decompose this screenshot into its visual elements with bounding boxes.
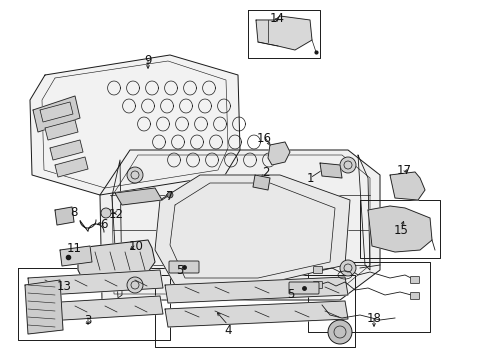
Polygon shape: [28, 270, 163, 296]
Circle shape: [339, 260, 355, 276]
Circle shape: [127, 277, 142, 293]
Polygon shape: [60, 246, 92, 266]
Circle shape: [101, 208, 111, 218]
Text: 14: 14: [269, 12, 284, 24]
Circle shape: [327, 320, 351, 344]
Polygon shape: [100, 150, 379, 300]
Polygon shape: [55, 157, 88, 177]
Polygon shape: [40, 102, 73, 122]
Text: 11: 11: [66, 242, 81, 255]
Text: 12: 12: [108, 208, 123, 221]
Text: 8: 8: [70, 207, 78, 220]
FancyBboxPatch shape: [313, 282, 322, 288]
Polygon shape: [25, 280, 63, 334]
FancyBboxPatch shape: [313, 266, 322, 274]
Polygon shape: [28, 296, 163, 322]
Text: 10: 10: [128, 239, 143, 252]
Circle shape: [167, 192, 173, 198]
Text: 16: 16: [256, 131, 271, 144]
Text: 15: 15: [393, 224, 407, 237]
Text: 3: 3: [84, 314, 92, 327]
Polygon shape: [256, 16, 311, 50]
Polygon shape: [45, 120, 78, 140]
Text: 18: 18: [366, 311, 381, 324]
Text: 2: 2: [262, 166, 269, 179]
Text: 13: 13: [57, 280, 71, 293]
Polygon shape: [319, 163, 341, 178]
Text: 7: 7: [166, 189, 173, 202]
Text: 9: 9: [144, 54, 151, 67]
Text: 5: 5: [176, 264, 183, 276]
Polygon shape: [50, 140, 83, 160]
Polygon shape: [55, 207, 74, 225]
Polygon shape: [252, 175, 269, 190]
Polygon shape: [33, 96, 80, 132]
Text: 1: 1: [305, 171, 313, 184]
Polygon shape: [164, 301, 347, 327]
Polygon shape: [267, 142, 289, 165]
Polygon shape: [367, 206, 431, 252]
FancyBboxPatch shape: [169, 261, 199, 273]
FancyBboxPatch shape: [288, 282, 318, 294]
Circle shape: [127, 167, 142, 183]
Text: 4: 4: [224, 324, 231, 337]
Circle shape: [339, 157, 355, 173]
Polygon shape: [115, 188, 162, 205]
Text: 5: 5: [287, 288, 294, 302]
FancyBboxPatch shape: [409, 276, 419, 284]
Polygon shape: [30, 55, 240, 195]
Text: 17: 17: [396, 163, 411, 176]
FancyBboxPatch shape: [409, 292, 419, 300]
Text: 6: 6: [100, 219, 107, 231]
Polygon shape: [78, 240, 155, 278]
Polygon shape: [164, 277, 347, 303]
Polygon shape: [155, 175, 349, 285]
Polygon shape: [389, 172, 424, 200]
